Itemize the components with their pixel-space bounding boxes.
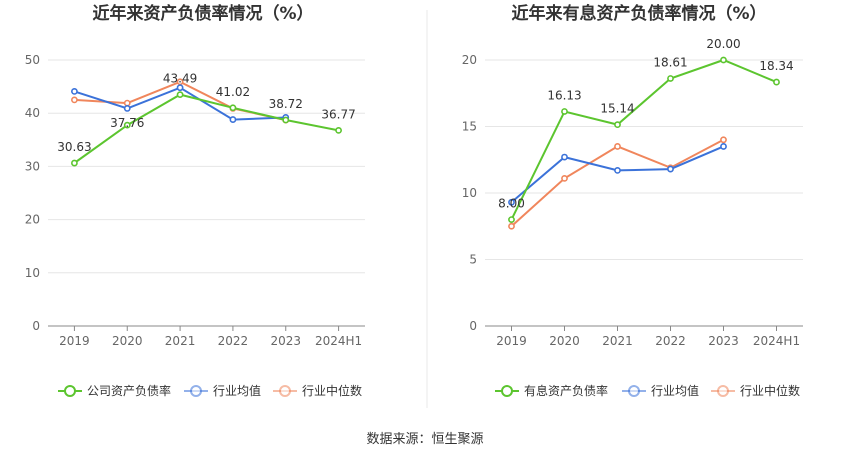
y-tick-label: 50 bbox=[25, 53, 40, 67]
data-point bbox=[176, 91, 184, 99]
chart-panel-1: 近年来资产负债率情况（%） 0 10 20 30 40 50 2019 2020 2021 2022… bbox=[25, 3, 365, 398]
data-point bbox=[614, 121, 621, 129]
x-tick-label: 2019 bbox=[496, 334, 527, 348]
data-point bbox=[720, 143, 727, 150]
data-point bbox=[282, 116, 290, 124]
data-point bbox=[71, 96, 78, 104]
data-point bbox=[773, 78, 780, 86]
data-point bbox=[667, 165, 674, 173]
legend-marker bbox=[501, 385, 513, 397]
legend-label: 行业均值 bbox=[213, 383, 261, 398]
data-point bbox=[614, 143, 621, 150]
x-tick-label: 2021 bbox=[165, 334, 196, 348]
data-label: 18.34 bbox=[759, 59, 793, 73]
x-tick-label: 2022 bbox=[655, 334, 686, 348]
series-line-1 bbox=[510, 58, 777, 221]
y-tick-label: 10 bbox=[25, 266, 40, 280]
legend-item-2: 行业均值 bbox=[622, 383, 699, 398]
data-point bbox=[71, 159, 78, 167]
data-point bbox=[176, 84, 184, 92]
data-point bbox=[667, 75, 674, 82]
data-source-label: 数据来源：恒生聚源 bbox=[366, 432, 483, 447]
x-tick-label: 2019 bbox=[59, 334, 90, 348]
data-label: 8.00 bbox=[498, 197, 525, 211]
data-label: 20.00 bbox=[706, 37, 740, 51]
data-point bbox=[561, 153, 568, 161]
data-label: 41.02 bbox=[216, 85, 250, 99]
data-point bbox=[123, 105, 131, 112]
data-point bbox=[720, 136, 727, 144]
data-label: 43.49 bbox=[163, 72, 197, 86]
chart-panel-2: 近年来有息资产负债率情况（%） 0 5 10 15 20 2019 2020 2021 2022 2… bbox=[462, 3, 803, 398]
data-label: 36.77 bbox=[321, 107, 355, 121]
legend-marker bbox=[190, 385, 202, 397]
data-point bbox=[720, 56, 727, 64]
legend-label: 公司资产负债率 bbox=[87, 383, 171, 398]
x-tick-label: 2021 bbox=[602, 334, 633, 348]
y-tick-label: 20 bbox=[25, 213, 40, 227]
legend-item-1: 有息资产负债率 bbox=[495, 383, 608, 398]
y-tick-label: 20 bbox=[462, 53, 477, 67]
data-point bbox=[561, 174, 568, 182]
series-line-1 bbox=[73, 93, 339, 164]
x-tick-label: 2020 bbox=[112, 334, 143, 348]
data-point bbox=[508, 216, 515, 223]
chart-title: 近年来资产负债率情况（%） bbox=[92, 3, 313, 24]
x-tick-label: 2024H1 bbox=[753, 334, 800, 348]
legend-label: 有息资产负债率 bbox=[524, 383, 608, 398]
y-tick-label: 0 bbox=[32, 319, 40, 333]
legend-label: 行业均值 bbox=[651, 383, 699, 398]
y-tick-label: 10 bbox=[462, 186, 477, 200]
data-point bbox=[123, 121, 131, 129]
data-point bbox=[123, 99, 131, 107]
data-point bbox=[229, 104, 237, 112]
x-tick-label: 2023 bbox=[270, 334, 301, 348]
data-point bbox=[229, 116, 237, 123]
data-label: 38.72 bbox=[269, 97, 303, 111]
data-point bbox=[508, 198, 515, 206]
data-label: 16.13 bbox=[547, 88, 581, 102]
legend-marker bbox=[628, 385, 640, 397]
data-point bbox=[71, 87, 78, 95]
y-tick-label: 0 bbox=[469, 319, 477, 333]
data-label: 30.63 bbox=[57, 140, 91, 154]
data-point bbox=[508, 222, 515, 230]
x-tick-label: 2024H1 bbox=[315, 334, 362, 348]
y-tick-label: 40 bbox=[25, 106, 40, 120]
legend-label: 行业中位数 bbox=[740, 383, 800, 398]
data-label: 18.61 bbox=[653, 55, 687, 69]
legend-item-3: 行业中位数 bbox=[711, 383, 800, 398]
data-point bbox=[335, 126, 342, 134]
data-label: 37.76 bbox=[110, 116, 144, 130]
y-tick-label: 30 bbox=[25, 159, 40, 173]
data-label: 15.14 bbox=[600, 102, 634, 116]
y-tick-label: 5 bbox=[469, 253, 477, 267]
legend-marker bbox=[64, 385, 76, 397]
x-tick-label: 2023 bbox=[708, 334, 739, 348]
legend-item-2: 行业均值 bbox=[184, 383, 261, 398]
legend-marker bbox=[717, 385, 729, 397]
y-tick-label: 15 bbox=[462, 120, 477, 134]
data-point bbox=[614, 166, 621, 174]
legend-item-3: 行业中位数 bbox=[273, 383, 362, 398]
x-tick-label: 2020 bbox=[549, 334, 580, 348]
chart-title: 近年来有息资产负债率情况（%） bbox=[511, 3, 766, 24]
legend-marker bbox=[279, 385, 291, 397]
x-tick-label: 2022 bbox=[218, 334, 249, 348]
data-point bbox=[561, 108, 568, 115]
legend-item-1: 公司资产负债率 bbox=[58, 383, 171, 398]
legend-label: 行业中位数 bbox=[302, 383, 362, 398]
